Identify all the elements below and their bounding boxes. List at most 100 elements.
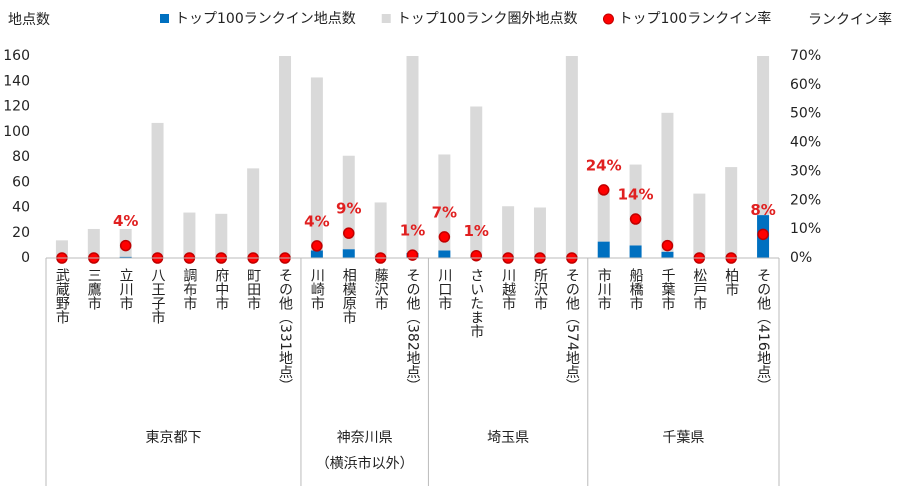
bar-segment [119, 256, 132, 258]
bar-segment [406, 56, 419, 253]
y-tick-label: 20 [12, 225, 30, 241]
bar-segment [279, 56, 292, 258]
y2-tick-label: 40% [790, 135, 821, 151]
y2-tick-label: 0% [790, 250, 812, 266]
y-tick-label: 140 [3, 73, 30, 89]
bar-segment [342, 249, 355, 258]
x-tick-label: 松戸市 [691, 268, 707, 310]
bar-segment [438, 250, 451, 258]
data-label: 4% [304, 212, 329, 230]
bar-segment [533, 207, 546, 258]
rate-dot [629, 213, 642, 225]
x-tick-label: 調布市 [181, 268, 197, 310]
rate-dot [470, 249, 482, 262]
legend-marker [160, 14, 169, 23]
bar-segment [374, 202, 387, 258]
x-tick-label: 町田市 [245, 268, 261, 310]
bar-segment [629, 245, 642, 258]
rate-dot [311, 240, 323, 252]
y2-tick-label: 10% [790, 221, 821, 237]
y-tick-label: 0 [21, 250, 30, 266]
y-tick-label: 60 [12, 174, 30, 190]
rate-dot [119, 239, 132, 252]
bar-segment [438, 154, 451, 251]
y-tick-label: 40 [12, 200, 30, 216]
bar-segment [342, 155, 355, 250]
bar-segment [693, 193, 706, 258]
x-tick-label: 府中市 [213, 268, 229, 310]
rate-dot [597, 184, 610, 196]
legend-marker [381, 14, 391, 23]
bar-segment [247, 168, 260, 258]
rate-dot [757, 228, 769, 241]
x-tick-label: 三鷹市 [86, 268, 102, 310]
y2-tick-label: 60% [790, 77, 821, 93]
x-tick-label: その他（416地点） [755, 268, 771, 393]
bar-segment [629, 164, 642, 246]
bar-segment [183, 212, 196, 258]
bar-segment [565, 56, 578, 258]
x-tick-label: 相模原市 [341, 268, 357, 324]
x-tick-label: さいたま市 [468, 268, 484, 338]
bar-segment [661, 251, 674, 258]
x-tick-label: 立川市 [118, 268, 134, 310]
legend-label: トップ100ランクイン地点数 [175, 11, 356, 27]
group-label: 千葉県 [662, 430, 704, 446]
data-label: 8% [750, 201, 775, 219]
x-tick-label: 千葉市 [659, 268, 675, 310]
bar-segment [597, 188, 610, 242]
bar-segment [310, 77, 323, 251]
x-tick-label: その他（331地点） [277, 268, 293, 393]
bar-segment [597, 241, 610, 258]
x-tick-label: 川越市 [500, 268, 516, 310]
x-tick-label: 柏市 [723, 268, 739, 296]
x-tick-label: 藤沢市 [373, 268, 389, 310]
bar-segment [310, 250, 323, 258]
group-label: 東京都下 [145, 430, 201, 446]
rate-dot [343, 227, 355, 239]
bar-segment [87, 228, 100, 258]
x-tick-label: その他（574地点） [564, 268, 580, 393]
y2-tick-label: 20% [790, 192, 821, 208]
x-tick-label: その他（382地点） [405, 268, 421, 393]
y-tick-label: 100 [3, 124, 30, 140]
x-tick-label: 川崎市 [309, 268, 325, 310]
rate-dot [661, 239, 674, 252]
data-label: 1% [400, 222, 425, 240]
bar-segment [470, 106, 483, 257]
bar-segment [757, 56, 770, 216]
y-tick-label: 160 [3, 48, 30, 64]
bar-segment [725, 167, 738, 258]
x-tick-label: 市川市 [596, 267, 612, 310]
group-note: （横浜市以外） [316, 455, 414, 472]
rate-dot [406, 249, 419, 261]
bar-segment [661, 112, 674, 252]
group-label: 埼玉県 [487, 430, 529, 446]
bar-segment [151, 122, 164, 258]
data-label: 24% [586, 156, 622, 174]
rate-dot [438, 231, 451, 243]
data-label: 14% [618, 186, 654, 204]
x-tick-label: 船橋市 [628, 268, 644, 310]
x-tick-label: 川口市 [436, 268, 452, 310]
x-tick-label: 所沢市 [532, 268, 548, 310]
data-label: 7% [432, 203, 457, 221]
data-label: 1% [464, 222, 489, 240]
y2-tick-label: 70% [790, 48, 821, 64]
data-label: 4% [113, 212, 138, 230]
data-label: 9% [336, 200, 361, 218]
y-axis-title: 地点数 [8, 12, 50, 28]
x-tick-label: 八王子市 [150, 268, 166, 324]
legend-marker [602, 13, 614, 25]
y2-tick-label: 30% [790, 163, 821, 179]
group-label: 神奈川県 [337, 430, 393, 446]
y-tick-label: 80 [12, 149, 30, 165]
legend-label: トップ100ランクイン率 [618, 10, 771, 27]
x-tick-label: 武蔵野市 [54, 268, 70, 324]
y2-axis-title: ランクイン率 [808, 11, 892, 28]
y-tick-label: 120 [3, 99, 30, 115]
plot-area [55, 56, 770, 258]
bar-segment [502, 206, 515, 258]
legend-label: トップ100ランク圏外地点数 [397, 11, 578, 27]
